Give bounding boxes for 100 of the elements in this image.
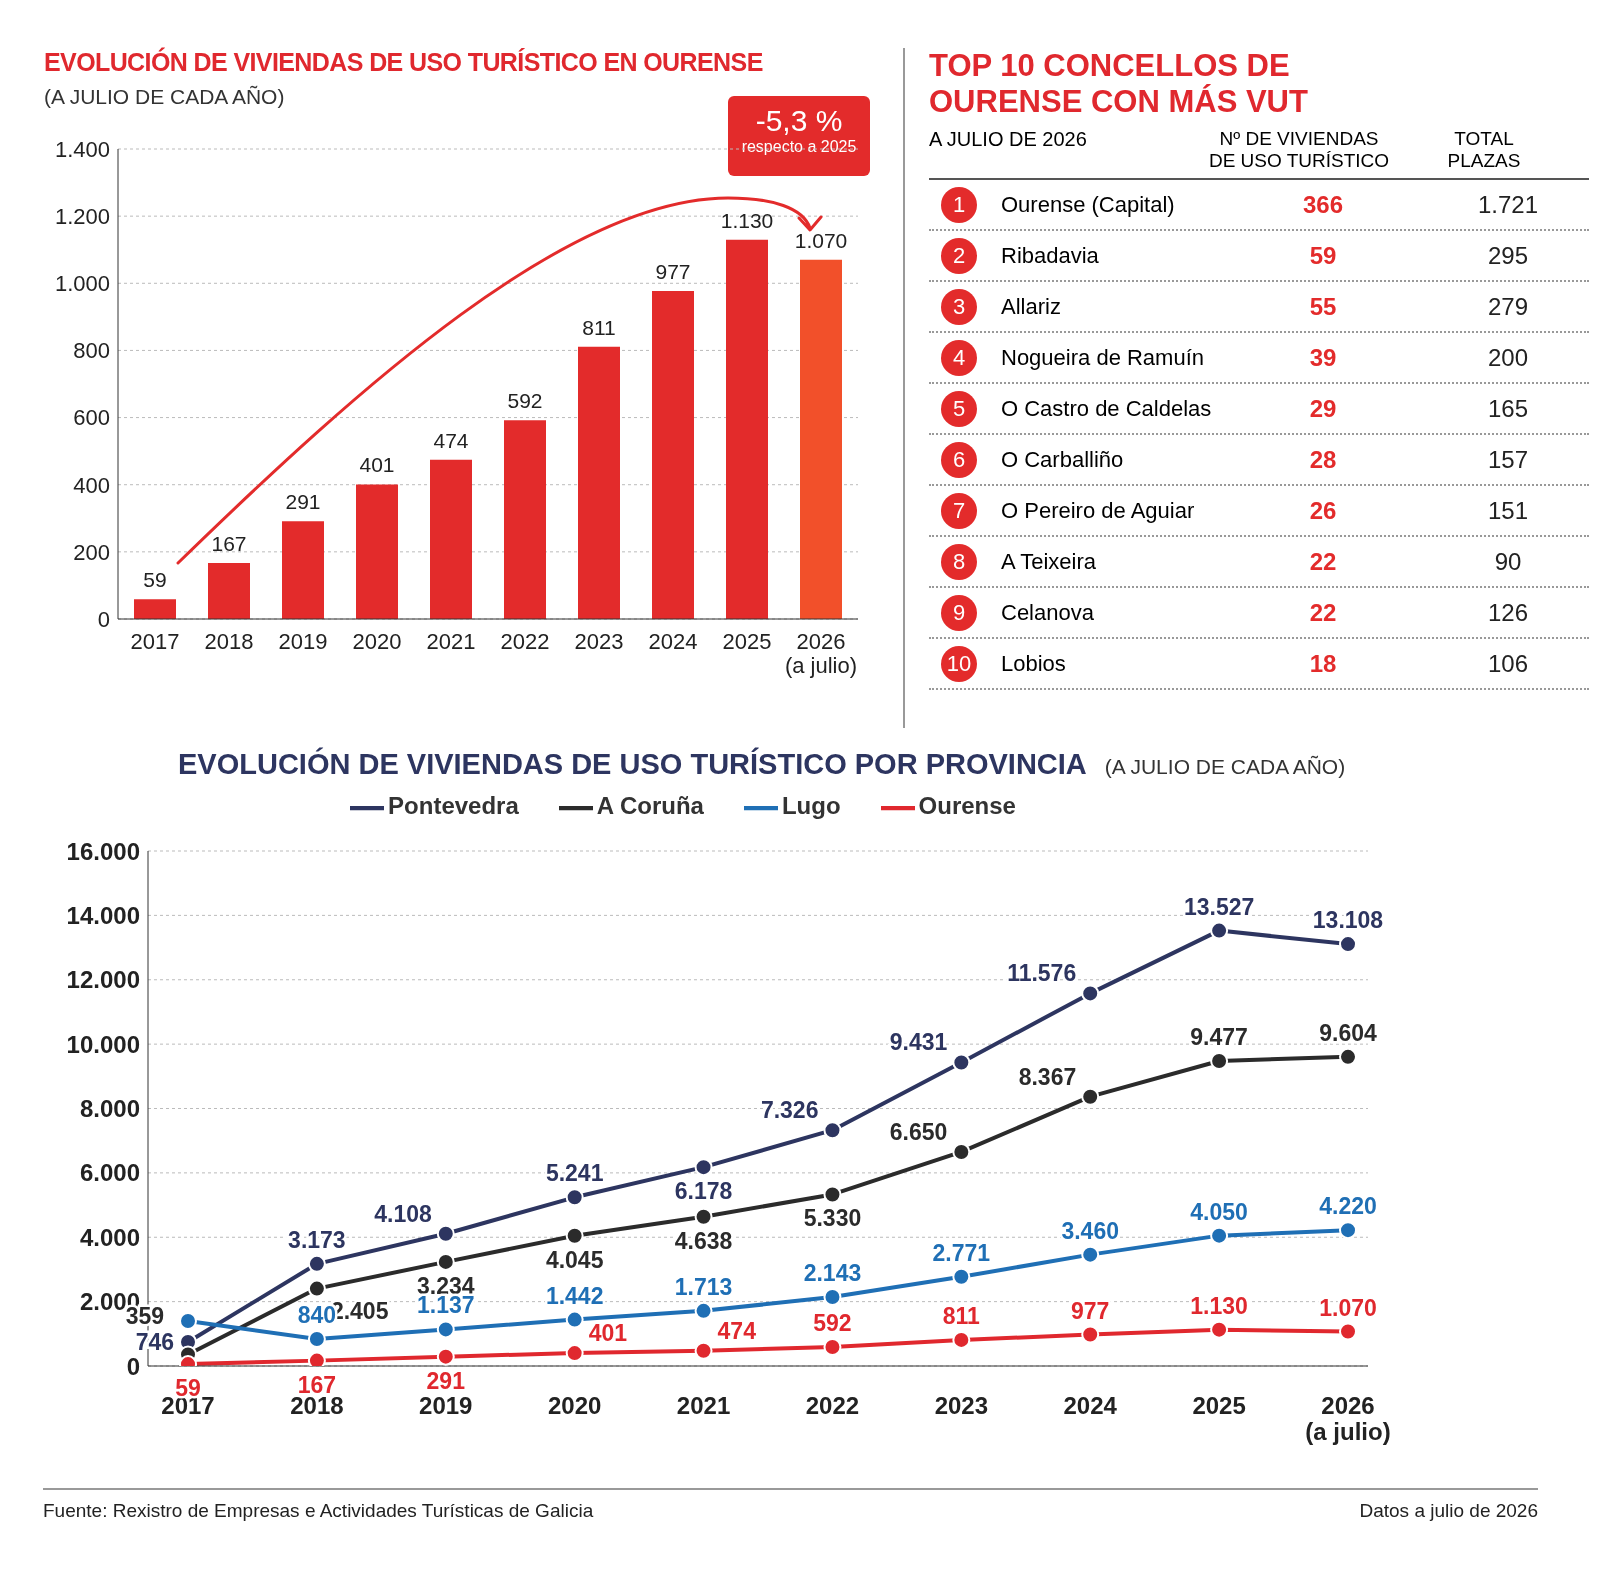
y-tick-label: 12.000	[66, 966, 140, 994]
data-label: 11.576	[1007, 960, 1077, 987]
data-label: 9.477	[1190, 1023, 1248, 1050]
point	[823, 1185, 842, 1204]
data-label: 1.070	[794, 228, 848, 252]
data-label: 22	[1308, 598, 1338, 627]
data-label: 291	[285, 490, 321, 514]
y2-tick-label: 1	[941, 186, 977, 223]
x-tick-label: 2026 (a julio)	[784, 629, 858, 678]
data-label: 18	[1308, 649, 1338, 678]
y-tick-label: O Pereiro de Aguiar	[1001, 497, 1196, 524]
chart-title: EVOLUCIÓN DE VIVIENDAS DE USO TURÍSTICO EN OURENSE	[44, 48, 764, 77]
bar	[430, 459, 472, 619]
x-tick-label: Nº DE VIVIENDAS DE USO TURÍSTICO	[1207, 128, 1391, 172]
point	[1210, 1320, 1229, 1339]
bar	[726, 239, 768, 619]
x-tick-label: 2024	[1063, 1392, 1118, 1419]
bar	[356, 484, 398, 619]
y-tick-label: 0	[126, 1352, 140, 1380]
data-label: 4.045	[545, 1246, 604, 1273]
point	[694, 1158, 713, 1177]
point	[1339, 1047, 1357, 1066]
y2-tick-label: 6	[941, 441, 977, 478]
data-label: 4.638	[674, 1227, 733, 1254]
data-label: 401	[588, 1320, 628, 1347]
x-tick-label: 2019	[419, 1392, 473, 1419]
y2-tick-label: 3	[941, 288, 977, 325]
y-tick-label: Allariz	[1001, 293, 1062, 320]
data-label: 28	[1308, 445, 1338, 474]
bar	[800, 259, 842, 619]
point	[565, 1226, 584, 1245]
data-label: 401	[359, 453, 395, 477]
data-label: 4.220	[1319, 1193, 1377, 1220]
point	[307, 1254, 326, 1273]
y-tick-label: 1.000	[54, 271, 110, 297]
y-tick-label: 1.400	[54, 136, 110, 162]
y-tick-label: 6.000	[79, 1159, 140, 1187]
data-label: 59	[1308, 241, 1338, 270]
y2-tick-label: 4	[941, 339, 977, 376]
point	[436, 1320, 455, 1339]
x-tick-label: 2018	[204, 629, 254, 654]
data-label: 2.143	[803, 1260, 862, 1287]
x-tick-label: 2025	[722, 629, 772, 654]
point	[1210, 921, 1229, 940]
chart-subtitle: (A JULIO DE CADA AÑO)	[44, 85, 285, 108]
data-label: 1.070	[1319, 1294, 1377, 1321]
point	[307, 1351, 326, 1366]
bar	[208, 562, 250, 619]
text: A JULIO DE 2026	[929, 128, 1088, 151]
data-label: 592	[507, 389, 543, 413]
data-label: 977	[1071, 1297, 1110, 1324]
data-label: 977	[655, 260, 691, 284]
data-label: 167	[211, 531, 247, 555]
y-tick-label: 1.200	[54, 203, 110, 229]
point	[565, 1310, 584, 1329]
point	[952, 1267, 971, 1286]
y-tick-label: 8.000	[79, 1095, 140, 1123]
point	[307, 1279, 326, 1298]
point	[1081, 1087, 1100, 1106]
legend-label: Ourense	[918, 792, 1016, 820]
data-label: 157	[1486, 445, 1529, 474]
data-label: 6.178	[674, 1178, 733, 1205]
y2-tick-label: 8	[941, 543, 977, 580]
x-tick-label: 2026 (a julio)	[1305, 1392, 1391, 1445]
data-label: 1.130	[1190, 1292, 1248, 1319]
y-tick-label: O Castro de Caldelas	[1001, 395, 1213, 422]
data-label: 366	[1301, 190, 1344, 219]
point	[1210, 1226, 1229, 1245]
data-label: 90	[1493, 547, 1523, 576]
x-tick-label: 2023	[934, 1392, 989, 1419]
data-label: 746	[135, 1328, 174, 1355]
text: -5,3 %	[754, 104, 844, 138]
y-tick-label: 14.000	[66, 901, 140, 929]
data-label: 22	[1308, 547, 1338, 576]
data-label: 13.527	[1183, 893, 1255, 920]
point	[694, 1207, 713, 1226]
data-label: 9.431	[889, 1029, 948, 1056]
x-tick-label: 2022	[805, 1392, 860, 1419]
data-label: 5.330	[803, 1205, 862, 1232]
data-label: 811	[942, 1302, 981, 1329]
point	[1081, 1325, 1100, 1344]
y-tick-label: 10.000	[66, 1030, 140, 1058]
y-tick-label: 0	[97, 606, 110, 632]
x-tick-label: 2021	[426, 629, 476, 654]
y2-tick-label: 5	[941, 390, 977, 427]
chart-title: TOP 10 CONCELLOS DE OURENSE CON MÁS VUT	[929, 48, 1309, 120]
y-tick-label: O Carballiño	[1001, 446, 1125, 473]
data-label: 126	[1486, 598, 1529, 627]
data-label: 59	[143, 568, 167, 592]
x-tick-label: 2020	[547, 1392, 602, 1419]
data-label: 6.650	[889, 1118, 948, 1145]
point	[823, 1121, 842, 1140]
point	[694, 1301, 713, 1320]
bar	[504, 420, 546, 619]
annotation: respecto a 2025	[740, 138, 858, 156]
data-label: 3.173	[288, 1226, 346, 1253]
x-tick-label: 2022	[500, 629, 550, 654]
point	[694, 1341, 713, 1360]
y2-tick-label: 7	[941, 492, 977, 529]
y-tick-label: 4.000	[79, 1223, 140, 1251]
